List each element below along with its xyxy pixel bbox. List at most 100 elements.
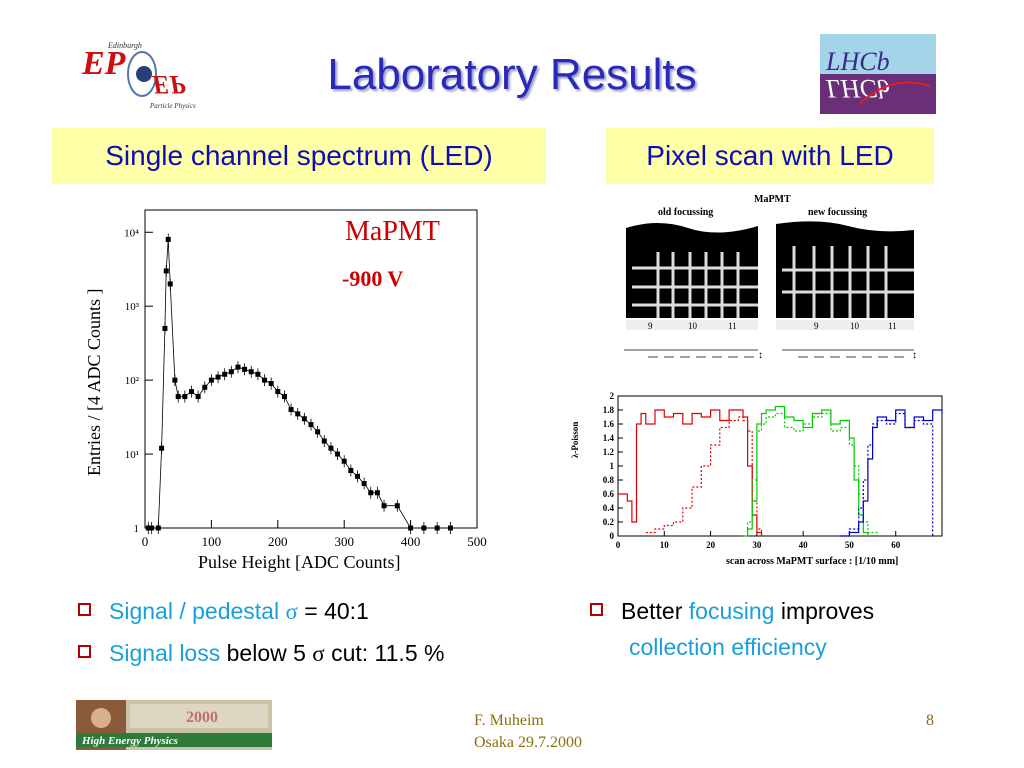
banner-year: 2000: [186, 709, 218, 726]
bullet-square-icon: [78, 603, 91, 617]
ep-logo-top-text: Edinburgh: [107, 41, 142, 50]
ep-logo-bottom-text: Particle Physics: [149, 102, 196, 110]
spectrum-y-tick-label: 1: [134, 523, 140, 535]
lambda-y-tick-label: 0.4: [603, 503, 615, 513]
left-panel-heading: Single channel spectrum (LED): [52, 128, 546, 184]
bullet-3-line-2: collection efficiency: [629, 634, 827, 660]
lambda-y-tick-label: 0.6: [603, 489, 615, 499]
new-pixel-label-10: 10: [850, 321, 860, 331]
spectrum-x-tick-label: 400: [401, 534, 421, 549]
spectrum-x-tick-label: 500: [467, 534, 487, 549]
lambda-series-line: [743, 405, 869, 537]
lambda-y-ticks: 0 0.2 0.4 0.6 0.8 1 1.2 1.4 1.6 1.8 2: [603, 391, 623, 541]
new-focussing-label: new focussing: [808, 207, 867, 218]
footer-event: Osaka 29.7.2000: [474, 734, 582, 751]
scan-figure-title: MaPMT: [754, 194, 791, 205]
lambda-y-tick-label: 1.6: [603, 419, 615, 429]
bullet-3-text-a: Better: [621, 598, 689, 624]
spectrum-x-ticks: 0 100 200 300 400 500: [142, 520, 487, 549]
bullet-1-text-a: Signal / pedestal: [109, 598, 286, 624]
bullet-3-text-c: improves: [774, 598, 875, 624]
bullet-2-text-b: below 5: [220, 640, 313, 666]
lambda-series-line: [840, 409, 943, 537]
old-focussing-image: [626, 223, 758, 330]
bullet-signal-pedestal: Signal / pedestal σ = 40:1: [78, 598, 369, 625]
device-label: MaPMT: [345, 216, 440, 247]
hep-banner: 2000 High Energy Physics: [76, 700, 272, 750]
lambda-series: [618, 405, 943, 537]
lambda-series-line: [840, 412, 934, 537]
bullet-3-text-b: focusing: [688, 598, 775, 624]
bullet-signal-loss: Signal loss below 5 σ cut: 11.5 %: [78, 640, 444, 667]
bullet-square-icon: [78, 645, 91, 659]
new-pixel-label-11: 11: [888, 321, 897, 331]
left-bullets: Signal / pedestal σ = 40:1 Signal loss b…: [78, 598, 578, 678]
lambda-x-tick-label: 60: [891, 540, 901, 550]
page-number: 8: [926, 712, 934, 729]
spectrum-y-ticks: 1 10¹ 10² 10³ 10⁴: [124, 227, 153, 535]
voltage-label: -900 V: [342, 266, 403, 291]
lambda-series-line: [743, 412, 878, 537]
spectrum-xlabel: Pulse Height [ADC Counts]: [198, 552, 401, 572]
old-pixel-label-10: 10: [688, 321, 698, 331]
bullet-2-sigma: σ: [312, 641, 325, 666]
svg-text:EP: EP: [151, 70, 186, 99]
lambda-y-tick-label: 2: [610, 391, 615, 401]
right-panel-heading: Pixel scan with LED: [606, 128, 934, 184]
lhcb-logo-text: LHCb: [825, 47, 890, 76]
old-pixel-label-11: 11: [728, 321, 737, 331]
lambda-x-tick-label: 10: [660, 540, 670, 550]
svg-text:LHCb: LHCb: [825, 74, 890, 103]
lambda-y-tick-label: 0.2: [603, 517, 615, 527]
lambda-series-line: [618, 409, 763, 536]
lambda-y-tick-label: 0.8: [603, 475, 615, 485]
lambda-x-tick-label: 50: [845, 540, 855, 550]
bullet-2-text-c: cut: 11.5 %: [324, 640, 445, 666]
spectrum-y-tick-label: 10³: [125, 301, 140, 313]
new-scale-arrow-icon: ↕: [912, 350, 917, 361]
spectrum-y-tick-label: 10²: [125, 375, 140, 387]
spectrum-x-tick-label: 300: [334, 534, 354, 549]
lambda-y-tick-label: 0: [610, 531, 615, 541]
footer-author: F. Muheim: [474, 712, 544, 729]
old-pixel-label-9: 9: [648, 321, 653, 331]
lambda-series-line: [645, 416, 763, 536]
ep-logo-text: EP: [81, 45, 126, 82]
bullet-focusing: Better focusing improves: [590, 598, 874, 625]
right-bullets: Better focusing improves collection effi…: [590, 598, 1010, 678]
spectrum-x-tick-label: 200: [268, 534, 288, 549]
ep-logo-graphic: EP EP Edinburgh Particle Physics: [81, 41, 196, 110]
bullet-1-sigma: σ: [285, 599, 298, 624]
lambda-x-tick-label: 40: [799, 540, 809, 550]
pixel-scan-figure: MaPMT old focussing new focussing 9 10 1…: [624, 194, 917, 361]
lambda-x-tick-label: 20: [706, 540, 716, 550]
bullet-square-icon: [590, 603, 603, 617]
old-focussing-label: old focussing: [658, 207, 713, 218]
lambda-x-tick-label: 0: [616, 540, 621, 550]
lambda-x-ticks: 0 10 20 30 40 50 60: [616, 531, 901, 550]
banner-text: High Energy Physics: [81, 735, 178, 747]
spectrum-x-tick-label: 0: [142, 534, 149, 549]
lambda-x-tick-label: 30: [752, 540, 762, 550]
new-focussing-image: [776, 221, 914, 330]
spectrum-y-tick-label: 10⁴: [124, 227, 139, 239]
lambda-y-tick-label: 1.8: [603, 405, 615, 415]
spectrum-ylabel: Entries / [4 ADC Counts ]: [84, 289, 104, 477]
ep-logo: EP EP Edinburgh Particle Physics: [80, 38, 210, 110]
lambda-y-tick-label: 1.4: [603, 433, 615, 443]
lambda-xlabel: scan across MaPMT surface : [1/10 mm]: [726, 556, 898, 567]
spectrum-x-tick-label: 100: [202, 534, 222, 549]
bullet-2-text-a: Signal loss: [109, 640, 221, 666]
spectrum-plot: 1 10¹ 10² 10³ 10⁴ 0 100 200 300 400 500 MaPMT -90…: [84, 209, 487, 572]
lhcb-logo: LHCb LHCb: [820, 34, 936, 114]
spectrum-fit-curve: [148, 239, 451, 529]
spectrum-y-tick-label: 10¹: [125, 449, 139, 461]
lambda-y-tick-label: 1: [610, 461, 615, 471]
lambda-ylabel: λ-Poisson: [570, 422, 580, 458]
old-scale-arrow-icon: ↕: [758, 350, 763, 361]
new-pixel-label-9: 9: [814, 321, 819, 331]
bullet-1-text-b: = 40:1: [297, 598, 369, 624]
lambda-poisson-plot: 0 0.2 0.4 0.6 0.8 1 1.2 1.4 1.6 1.8 2 0 10 20 30 40 50 6…: [570, 391, 943, 567]
slide-title: Laboratory Results: [327, 50, 697, 99]
lambda-y-tick-label: 1.2: [603, 447, 615, 457]
